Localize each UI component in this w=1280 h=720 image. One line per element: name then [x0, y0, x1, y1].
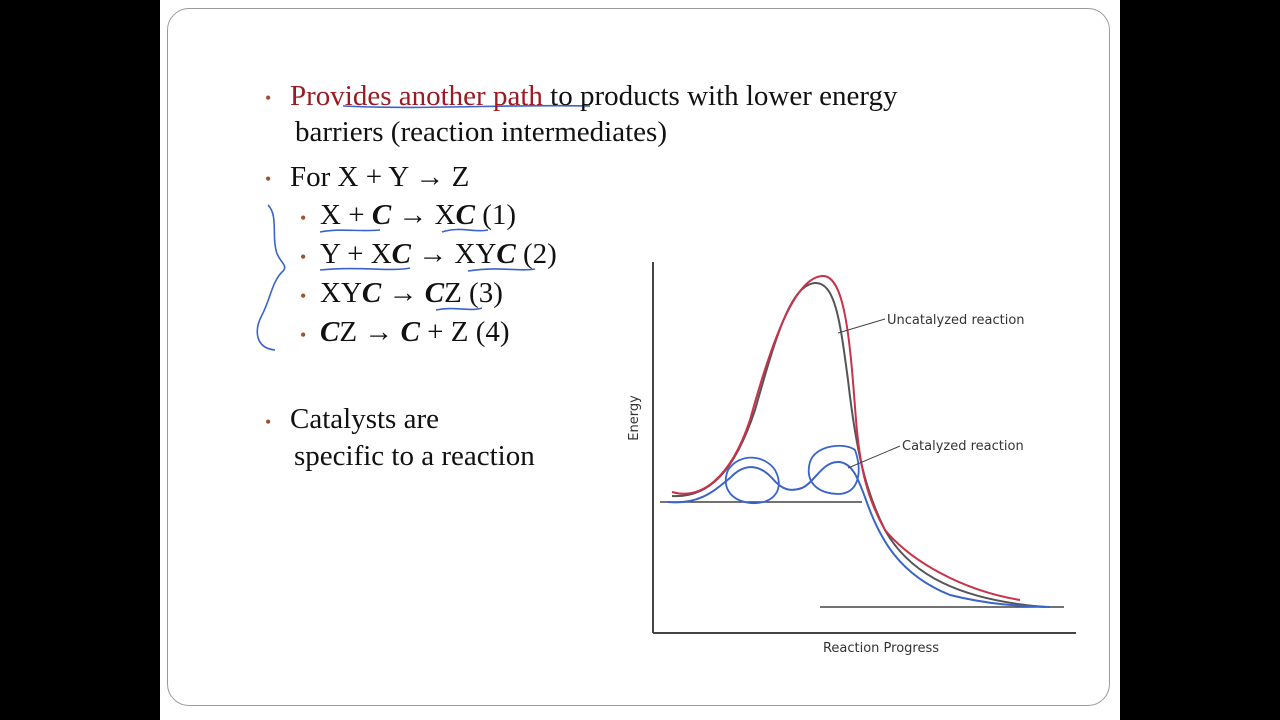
text: (2) [515, 238, 557, 270]
bullet-text: Catalysts are [290, 403, 439, 435]
text: Z → [339, 316, 401, 348]
text: XY [320, 277, 362, 309]
step: X + C → XC (1) [320, 201, 516, 230]
bullet: • [300, 208, 307, 228]
underline [342, 104, 591, 109]
text: C [424, 277, 445, 309]
text: → X [391, 199, 456, 231]
bullet: • [265, 169, 272, 189]
text: (1) [474, 199, 517, 231]
bullet-text: For X + Y → Z [290, 161, 470, 193]
underline [319, 267, 536, 272]
text: + Z (4) [419, 316, 510, 348]
text: Z (3) [444, 277, 503, 309]
text: → [381, 277, 425, 309]
text: C [496, 238, 516, 270]
text: → XY [411, 238, 497, 270]
intermediate-loop [807, 444, 860, 495]
underline [435, 307, 483, 311]
text: C [400, 316, 420, 348]
annotation: Uncatalyzed reaction [887, 313, 1025, 328]
slide-frame [167, 8, 1110, 706]
y-axis-label: Energy [627, 395, 642, 441]
highlight: Provides another path [290, 80, 543, 112]
text: C [391, 238, 412, 270]
text: C [371, 199, 392, 231]
text: C [361, 277, 382, 309]
step: CZ → C + Z (4) [320, 318, 510, 347]
slide [160, 0, 1120, 720]
annotation: Catalyzed reaction [902, 439, 1024, 454]
text: Y + X [320, 238, 392, 270]
step: XYC → CZ (3) [320, 279, 503, 308]
leader-line [847, 445, 901, 469]
text: to products with lower energy [542, 80, 898, 112]
brace [256, 204, 286, 351]
intermediate-loop [724, 456, 780, 504]
bullet-text: barriers (reaction intermediates) [295, 116, 667, 148]
uncatalyzed-curve [671, 281, 1046, 608]
bullet: • [265, 412, 272, 432]
bullet: • [265, 88, 272, 108]
catalyzed-curve [667, 460, 1051, 608]
bullet-text: specific to a reaction [294, 440, 535, 472]
text: C [320, 316, 340, 348]
bullet: • [300, 325, 307, 345]
bullet-text: Provides another path to products with l… [290, 82, 898, 111]
leader-line [837, 318, 886, 334]
bullet: • [300, 247, 307, 267]
text: C [455, 199, 475, 231]
x-axis-label: Reaction Progress [823, 641, 939, 656]
step: Y + XC → XYC (2) [320, 240, 557, 269]
red-curve [671, 274, 1021, 601]
bullet: • [300, 286, 307, 306]
text: X + [320, 199, 372, 231]
underline [319, 228, 489, 233]
